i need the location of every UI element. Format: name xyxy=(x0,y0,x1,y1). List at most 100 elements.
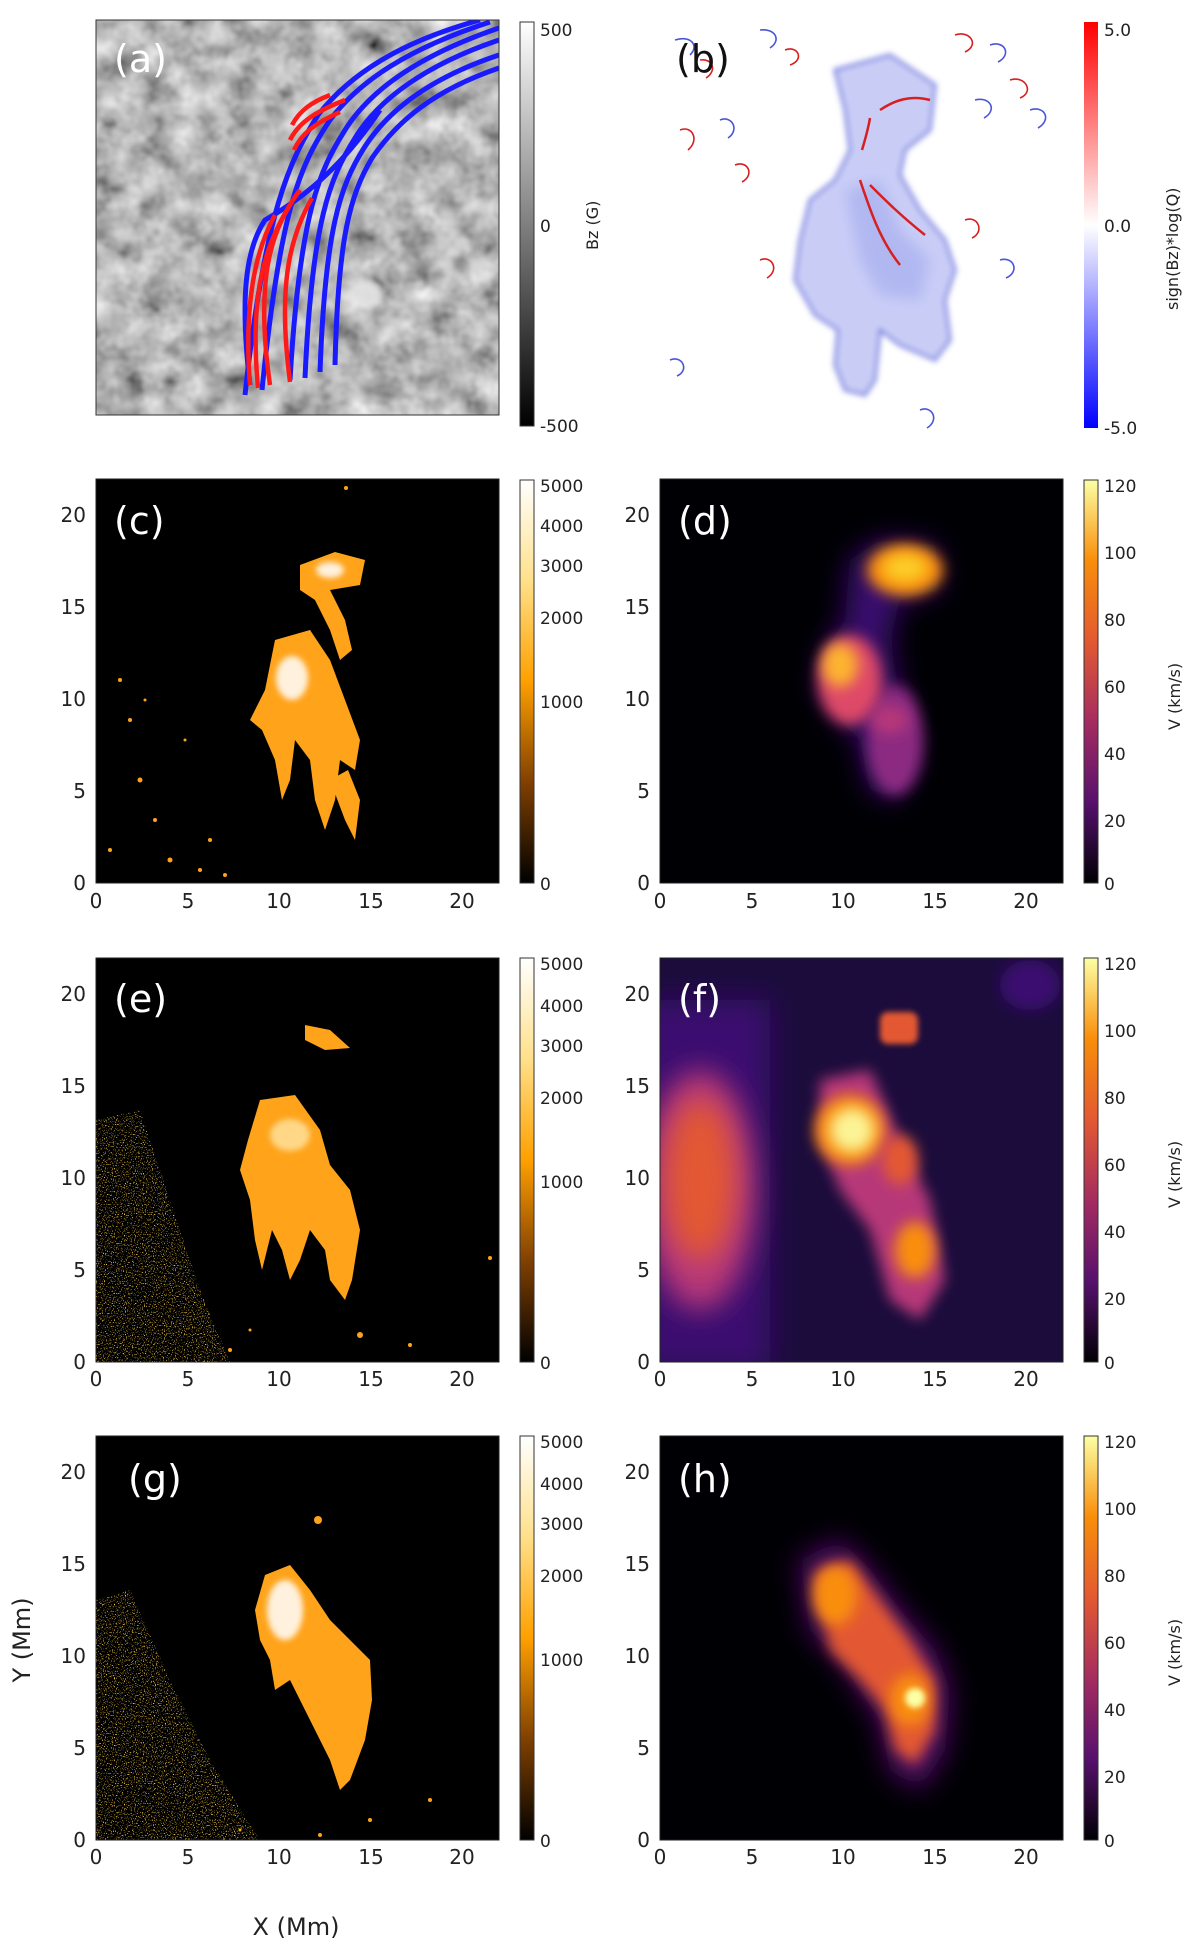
panel-g-xtick: 0 xyxy=(90,1845,103,1869)
panel-c-xtick: 20 xyxy=(449,889,474,913)
panel-g-speckles xyxy=(238,1798,432,1837)
panel-f-ytick: 10 xyxy=(625,1166,650,1190)
panel-e-colorbar-tick: 2000 xyxy=(540,1089,583,1109)
panel-g-ytick: 0 xyxy=(73,1828,86,1852)
panel-c-colorbar-tick: 5000 xyxy=(540,477,583,497)
panel-d: (d) 0 5 10 15 20 0 5 10 15 20 120 100 80… xyxy=(625,477,1184,913)
panel-c-colorbar-tick: 1000 xyxy=(540,693,583,713)
panel-f: (f) 0 5 10 15 20 0 5 10 15 20 120 100 80… xyxy=(625,955,1184,1391)
panel-c-ytick: 10 xyxy=(61,687,86,711)
panel-c-colorbar-tick: 4000 xyxy=(540,517,583,537)
panel-h-ytick: 5 xyxy=(637,1736,650,1760)
panel-a-colorbar: 500 0 -500 Bz (G) xyxy=(519,21,602,437)
panel-f-xtick: 15 xyxy=(922,1367,947,1391)
panel-c-colorbar-tick: 2000 xyxy=(540,609,583,629)
panel-f-xtick: 5 xyxy=(746,1367,759,1391)
panel-e-ytick: 0 xyxy=(73,1350,86,1374)
panel-h-velocity-blobs xyxy=(800,1540,950,1790)
panel-e-colorbar-tick: 0 xyxy=(540,1354,551,1374)
panel-g-xtick: 5 xyxy=(182,1845,195,1869)
panel-f-colorbar-bar xyxy=(1083,957,1099,1363)
panel-e-bright-core xyxy=(270,1119,310,1151)
panel-c-axes: 0 5 10 15 20 0 5 10 15 20 xyxy=(61,503,475,913)
panel-f-colorbar-tick: 20 xyxy=(1104,1290,1126,1310)
panel-g-ytick: 5 xyxy=(73,1736,86,1760)
panel-f-colorbar-tick: 100 xyxy=(1104,1022,1136,1042)
panel-e-ytick: 10 xyxy=(61,1166,86,1190)
panel-f-colorbar: 120 100 80 60 40 20 0 V (km/s) xyxy=(1083,955,1184,1374)
panel-h-colorbar-tick: 80 xyxy=(1104,1567,1126,1587)
panel-c-colorbar-bar xyxy=(519,479,535,884)
panel-g-colorbar-tick: 3000 xyxy=(540,1515,583,1535)
panel-g-colorbar-tick: 4000 xyxy=(540,1475,583,1495)
panel-g-ytick: 10 xyxy=(61,1644,86,1668)
panel-e-colorbar-tick: 3000 xyxy=(540,1037,583,1057)
panel-g-colorbar-bar xyxy=(519,1435,535,1841)
panel-e-colorbar: 5000 4000 3000 2000 1000 0 xyxy=(519,955,583,1374)
panel-f-colorbar-tick: 60 xyxy=(1104,1156,1126,1176)
panel-f-xtick: 0 xyxy=(654,1367,667,1391)
panel-f-ytick: 5 xyxy=(637,1258,650,1282)
panel-f-ytick: 15 xyxy=(625,1074,650,1098)
panel-h-xtick: 5 xyxy=(746,1845,759,1869)
panel-c-colorbar-tick: 0 xyxy=(540,875,551,895)
panel-d-colorbar-tick: 80 xyxy=(1104,611,1126,631)
panel-a-colorbar-tick: 500 xyxy=(540,21,572,41)
panel-h: (h) 0 5 10 15 20 0 5 10 15 20 120 100 80… xyxy=(625,1433,1184,1869)
panel-b-qsl-red-lines xyxy=(858,96,931,266)
panel-c-ytick: 20 xyxy=(61,503,86,527)
panel-e: (e) 0 5 10 15 20 0 5 10 15 20 5000 4000 … xyxy=(61,955,584,1391)
panel-b-colorbar-tick: 0.0 xyxy=(1104,217,1131,237)
panel-g-colorbar-tick: 5000 xyxy=(540,1433,583,1453)
panel-e-colorbar-tick: 4000 xyxy=(540,997,583,1017)
panel-h-colorbar-label: V (km/s) xyxy=(1165,1619,1184,1686)
panel-c-colorbar-tick: 3000 xyxy=(540,557,583,577)
panel-d-frame xyxy=(659,478,1064,884)
panel-a-field-lines-red xyxy=(246,92,346,389)
panel-d-colorbar-tick: 0 xyxy=(1104,875,1115,895)
panel-a-colorbar-label: Bz (G) xyxy=(583,201,602,250)
panel-e-xtick: 0 xyxy=(90,1367,103,1391)
panel-c-xtick: 5 xyxy=(182,889,195,913)
panel-g-colorbar-tick: 2000 xyxy=(540,1567,583,1587)
panel-a-letter: (a) xyxy=(114,37,167,81)
panel-h-ytick: 10 xyxy=(625,1644,650,1668)
panel-g-ytick: 20 xyxy=(61,1460,86,1484)
panel-b: (b) 5.0 0.0 -5.0 sign(Bz)*log(Q) xyxy=(660,20,1182,439)
panel-d-ytick: 10 xyxy=(625,687,650,711)
panel-d-letter: (d) xyxy=(678,499,732,543)
panel-h-xtick: 20 xyxy=(1013,1845,1038,1869)
panel-h-xtick: 0 xyxy=(654,1845,667,1869)
panel-c-ytick: 15 xyxy=(61,595,86,619)
panel-h-colorbar-tick: 0 xyxy=(1104,1832,1115,1852)
panel-f-colorbar-tick: 40 xyxy=(1104,1223,1126,1243)
panel-f-colorbar-tick: 80 xyxy=(1104,1089,1126,1109)
panel-f-ytick: 20 xyxy=(625,982,650,1006)
panel-g-axes: 0 5 10 15 20 0 5 10 15 20 X (Mm) Y (Mm) xyxy=(8,1460,475,1941)
panel-h-colorbar-tick: 40 xyxy=(1104,1701,1126,1721)
panel-b-colorbar-tick: 5.0 xyxy=(1104,21,1131,41)
panel-d-colorbar-bar xyxy=(1083,479,1099,884)
panel-c-ytick: 0 xyxy=(73,871,86,895)
panel-g-xtick: 20 xyxy=(449,1845,474,1869)
panel-c-xtick: 10 xyxy=(266,889,291,913)
panel-e-colorbar-bar xyxy=(519,957,535,1363)
panel-b-colorbar-tick: -5.0 xyxy=(1104,419,1137,439)
panel-e-ytick: 5 xyxy=(73,1258,86,1282)
panel-d-colorbar-label: V (km/s) xyxy=(1165,663,1184,730)
panel-h-xtick: 15 xyxy=(922,1845,947,1869)
panel-f-colorbar-tick: 120 xyxy=(1104,955,1136,975)
panel-e-bright-structure xyxy=(240,1025,360,1300)
panel-c-speckles xyxy=(108,486,348,877)
panel-d-colorbar-tick: 20 xyxy=(1104,812,1126,832)
panel-g-xtick: 10 xyxy=(266,1845,291,1869)
panel-d-colorbar-tick: 120 xyxy=(1104,477,1136,497)
panel-a-bright-patch xyxy=(347,281,383,309)
panel-h-colorbar-tick: 20 xyxy=(1104,1768,1126,1788)
panel-g-colorbar-tick: 1000 xyxy=(540,1651,583,1671)
panel-e-speckles xyxy=(228,1256,492,1352)
panel-a-colorbar-tick: 0 xyxy=(540,217,551,237)
panel-h-ytick: 0 xyxy=(637,1828,650,1852)
panel-b-scatter-structures xyxy=(669,29,1047,429)
